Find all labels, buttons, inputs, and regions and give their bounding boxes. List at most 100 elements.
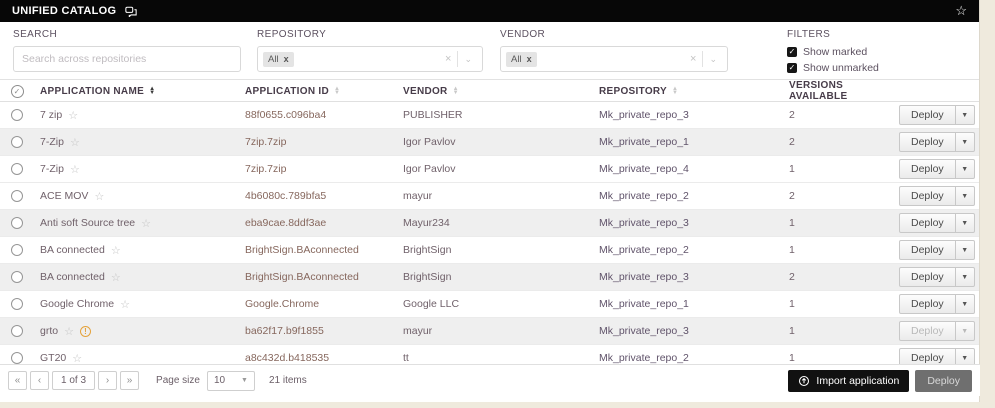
repository-label: REPOSITORY [257, 29, 327, 40]
application-name-cell: 7-Zip ☆ [34, 163, 239, 176]
deploy-button[interactable]: Deploy [899, 240, 956, 260]
row-select-radio[interactable] [11, 244, 23, 256]
show-unmarked-checkbox[interactable]: ✓ Show unmarked [787, 62, 879, 74]
star-icon[interactable]: ☆ [94, 190, 105, 203]
search-input[interactable] [13, 46, 241, 72]
deploy-button[interactable]: Deploy [899, 132, 956, 152]
repository-cell: Mk_private_repo_1 [599, 298, 689, 310]
row-select-radio[interactable] [11, 352, 23, 364]
repository-dropdown-icon[interactable]: ⌄ [464, 53, 472, 64]
show-unmarked-label: Show unmarked [803, 62, 879, 74]
vendor-dropdown-icon[interactable]: ⌄ [709, 53, 717, 64]
table-body: 7 zip ☆ 88f0655.c096ba4 PUBLISHER Mk_pri… [0, 102, 979, 372]
vendor-multiselect[interactable]: All x × ⌄ [500, 46, 728, 72]
deploy-button[interactable]: Deploy [899, 105, 956, 125]
column-header-application-name[interactable]: APPLICATION NAME ▲ ▼ [34, 86, 239, 97]
repository-cell: Mk_private_repo_3 [599, 109, 689, 121]
deploy-split-button: Deploy ▼ [899, 267, 975, 287]
application-name: 7-Zip [40, 163, 64, 175]
versions-available-cell: 2 [789, 109, 795, 121]
application-name: BA connected [40, 271, 105, 283]
row-select-radio[interactable] [11, 217, 23, 229]
application-name-header-label: APPLICATION NAME [40, 85, 145, 97]
deploy-dropdown-icon[interactable]: ▼ [955, 186, 975, 206]
versions-available-cell: 1 [789, 325, 795, 337]
deploy-dropdown-icon[interactable]: ▼ [955, 294, 975, 314]
row-select-radio[interactable] [11, 298, 23, 310]
column-header-application-id[interactable]: APPLICATION ID ▲ ▼ [239, 86, 397, 97]
deploy-dropdown-icon[interactable]: ▼ [955, 159, 975, 179]
titlebar-star-icon[interactable]: ☆ [955, 3, 967, 18]
column-header-vendor[interactable]: VENDOR ▲ ▼ [397, 86, 593, 97]
star-icon[interactable]: ☆ [68, 109, 79, 122]
catalog-share-icon [125, 6, 137, 17]
vendor-cell: Igor Pavlov [403, 136, 456, 148]
import-application-label: Import application [816, 374, 900, 387]
import-application-button[interactable]: Import application [788, 369, 910, 392]
sort-icon-active: ▲ ▼ [149, 85, 156, 96]
row-select-radio[interactable] [11, 271, 23, 283]
application-name-cell: 7 zip ☆ [34, 109, 239, 122]
row-select-radio[interactable] [11, 109, 23, 121]
show-marked-checkbox[interactable]: ✓ Show marked [787, 46, 879, 58]
page-size-select[interactable]: 10 ▼ [206, 370, 255, 391]
star-icon[interactable]: ☆ [141, 217, 152, 230]
deploy-dropdown-icon[interactable]: ▼ [955, 132, 975, 152]
select-all-cell[interactable]: ✓ [0, 84, 34, 98]
unified-catalog-panel: UNIFIED CATALOG ☆ SEARCH REPOSITORY All … [0, 0, 980, 402]
next-page-button[interactable]: › [98, 371, 118, 390]
deploy-button[interactable]: Deploy [899, 159, 956, 179]
deploy-dropdown-icon[interactable]: ▼ [955, 105, 975, 125]
column-header-repository[interactable]: REPOSITORY ▲ ▼ [593, 86, 783, 97]
star-icon[interactable]: ☆ [120, 298, 130, 311]
repository-cell: Mk_private_repo_3 [599, 325, 689, 337]
table-row: Google Chrome ☆ Google.Chrome Google LLC… [0, 291, 979, 318]
repository-chip-remove-icon[interactable]: x [283, 54, 289, 64]
footer-deploy-button[interactable]: Deploy [915, 369, 972, 392]
table-row: Anti soft Source tree ☆ eba9cae.8ddf3ae … [0, 210, 979, 237]
table-row: 7-Zip ☆ 7zip.7zip Igor Pavlov Mk_private… [0, 129, 979, 156]
repository-chip: All x [263, 51, 294, 67]
deploy-button[interactable]: Deploy [899, 267, 956, 287]
star-icon[interactable]: ☆ [110, 271, 121, 284]
star-icon[interactable]: ☆ [110, 244, 121, 257]
deploy-split-button: Deploy ▼ [899, 132, 975, 152]
sort-icon: ▲ ▼ [334, 85, 341, 96]
last-page-button[interactable]: » [120, 371, 140, 390]
row-select-radio[interactable] [11, 136, 23, 148]
row-select-radio[interactable] [11, 190, 23, 202]
vendor-filter-block: VENDOR All x × ⌄ [500, 29, 728, 79]
vendor-header-label: VENDOR [403, 85, 448, 97]
repository-clear-icon[interactable]: × [445, 53, 452, 65]
deploy-button[interactable]: Deploy [899, 186, 956, 206]
vendor-clear-icon[interactable]: × [690, 53, 697, 65]
search-block: SEARCH [13, 29, 241, 79]
filters-block: FILTERS ✓ Show marked ✓ Show unmarked [787, 29, 879, 79]
star-icon[interactable]: ☆ [64, 325, 74, 338]
prev-page-button[interactable]: ‹ [30, 371, 49, 390]
row-select-radio[interactable] [11, 325, 23, 337]
table-row: ACE MOV ☆ 4b6080c.789bfa5 mayur Mk_priva… [0, 183, 979, 210]
table-row: 7 zip ☆ 88f0655.c096ba4 PUBLISHER Mk_pri… [0, 102, 979, 129]
star-icon[interactable]: ☆ [69, 136, 80, 149]
vendor-chip-remove-icon[interactable]: x [526, 54, 532, 64]
first-page-button[interactable]: « [8, 371, 27, 390]
repository-cell: Mk_private_repo_3 [599, 217, 689, 229]
filter-bar: SEARCH REPOSITORY All x × ⌄ VENDOR All [0, 22, 979, 80]
row-select-radio[interactable] [11, 163, 23, 175]
deploy-button[interactable]: Deploy [899, 294, 956, 314]
application-id-cell: 88f0655.c096ba4 [245, 109, 327, 121]
table-row: grto ☆ ! ba62f17.b9f1855 mayur Mk_privat… [0, 318, 979, 345]
deploy-button[interactable]: Deploy [899, 213, 956, 233]
deploy-dropdown-icon[interactable]: ▼ [955, 321, 975, 341]
vendor-cell: PUBLISHER [403, 109, 463, 121]
star-icon[interactable]: ☆ [69, 163, 80, 176]
deploy-dropdown-icon[interactable]: ▼ [955, 240, 975, 260]
deploy-dropdown-icon[interactable]: ▼ [955, 267, 975, 287]
repository-multiselect[interactable]: All x × ⌄ [257, 46, 483, 72]
application-name-cell: grto ☆ ! [34, 325, 239, 338]
application-id-cell: eba9cae.8ddf3ae [245, 217, 327, 229]
deploy-dropdown-icon[interactable]: ▼ [955, 213, 975, 233]
deploy-button[interactable]: Deploy [899, 321, 956, 341]
star-icon[interactable]: ☆ [72, 352, 83, 365]
